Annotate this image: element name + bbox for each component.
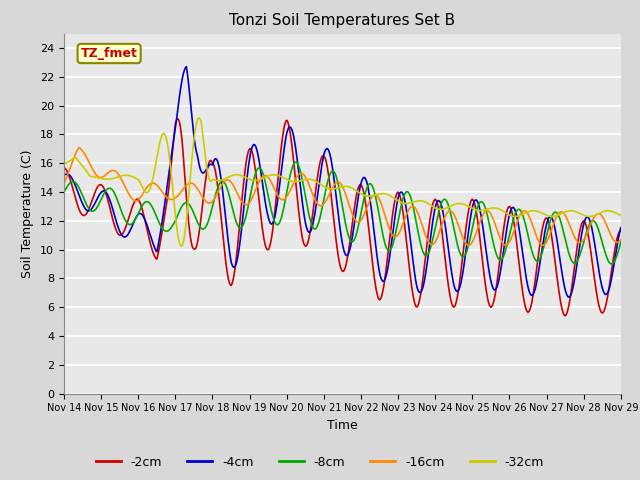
X-axis label: Time: Time <box>327 419 358 432</box>
Y-axis label: Soil Temperature (C): Soil Temperature (C) <box>22 149 35 278</box>
Legend: -2cm, -4cm, -8cm, -16cm, -32cm: -2cm, -4cm, -8cm, -16cm, -32cm <box>91 451 549 474</box>
Text: TZ_fmet: TZ_fmet <box>81 47 138 60</box>
Title: Tonzi Soil Temperatures Set B: Tonzi Soil Temperatures Set B <box>229 13 456 28</box>
